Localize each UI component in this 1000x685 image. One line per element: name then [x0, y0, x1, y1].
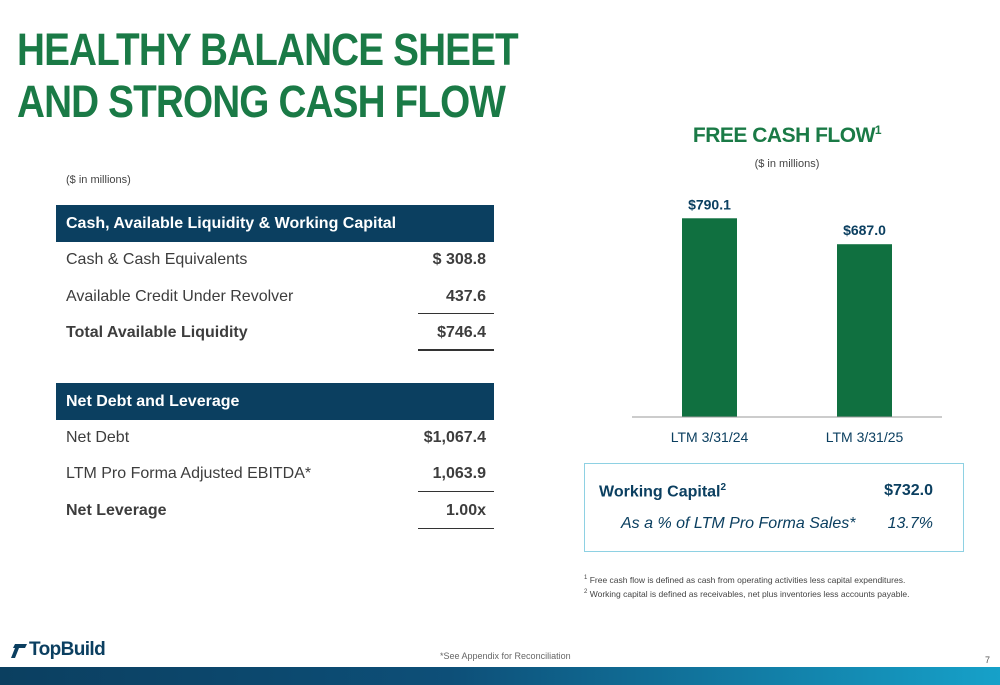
table-row: Available Credit Under Revolver 437.6 — [66, 286, 486, 308]
working-capital-label-text: Working Capital — [599, 483, 721, 501]
page-number: 7 — [984, 655, 990, 665]
row-value: 1.00x — [445, 502, 486, 519]
bar-value-label: $790.1 — [688, 196, 731, 212]
row-value: 1,063.9 — [432, 465, 486, 482]
footnote-text: Free cash flow is defined as cash from o… — [589, 574, 906, 585]
category-label: LTM 3/31/24 — [671, 429, 749, 445]
logo-mark-icon — [11, 644, 27, 658]
working-capital-box: Working Capital2 $732.0 As a % of LTM Pr… — [584, 463, 964, 552]
topbuild-logo: TopBuild — [11, 639, 106, 661]
footnote-text: Working capital is defined as receivable… — [589, 588, 910, 599]
working-capital-percent-value: 13.7% — [887, 515, 933, 532]
left-units-note: ($ in millions) — [66, 174, 131, 186]
footnote-marker: 2 — [584, 588, 588, 595]
bar-value-label: $687.0 — [843, 222, 886, 238]
row-value: $ 308.8 — [432, 251, 486, 268]
chart-title-footnote-marker: 1 — [874, 123, 882, 137]
category-label: LTM 3/31/25 — [826, 429, 904, 445]
row-label: Total Available Liquidity — [66, 324, 248, 341]
leverage-header: Net Debt and Leverage — [56, 383, 494, 420]
footer-bar — [0, 667, 1000, 685]
table-row: LTM Pro Forma Adjusted EBITDA* 1,063.9 — [66, 463, 486, 485]
table-row: Cash & Cash Equivalents $ 308.8 — [66, 249, 486, 271]
page-title-line-1: HEALTHY BALANCE SHEET — [17, 24, 519, 75]
free-cash-flow-chart: $790.1 LTM 3/31/24 $687.0 LTM 3/31/25 — [632, 196, 942, 445]
total-rule — [418, 528, 494, 529]
row-label: Net Leverage — [66, 502, 167, 519]
chart-title: FREE CASH FLOW1 — [632, 123, 942, 148]
chart-title-text: FREE CASH FLOW — [692, 124, 876, 147]
working-capital-value: $732.0 — [884, 482, 933, 499]
row-label: Available Credit Under Revolver — [66, 288, 294, 305]
total-rule — [418, 349, 494, 351]
page-title: HEALTHY BALANCE SHEET AND STRONG CASH FL… — [17, 24, 519, 128]
row-value: 437.6 — [445, 288, 486, 305]
footnote-1: 1 Free cash flow is defined as cash from… — [584, 572, 909, 586]
footnote-2: 2 Working capital is defined as receivab… — [584, 586, 909, 600]
subtotal-rule — [418, 313, 494, 314]
footnotes: 1 Free cash flow is defined as cash from… — [584, 572, 909, 600]
row-label: LTM Pro Forma Adjusted EBITDA* — [66, 465, 312, 482]
row-value: $1,067.4 — [423, 429, 486, 446]
working-capital-label: Working Capital2 — [599, 482, 726, 501]
table-row: Net Leverage 1.00x — [66, 500, 486, 522]
page-title-line-2: AND STRONG CASH FLOW — [17, 76, 506, 127]
appendix-note: *See Appendix for Reconciliation — [440, 651, 571, 661]
bar-1 — [682, 218, 737, 417]
chart-subtitle: ($ in millions) — [754, 158, 820, 170]
table-row: Net Debt $1,067.4 — [66, 427, 486, 449]
table-row: Total Available Liquidity $746.4 — [66, 322, 486, 344]
logo-text: TopBuild — [29, 639, 106, 660]
row-label: Cash & Cash Equivalents — [66, 251, 248, 268]
row-label: Net Debt — [66, 429, 130, 446]
footnote-marker: 1 — [584, 575, 588, 581]
working-capital-percent-label: As a % of LTM Pro Forma Sales* — [621, 515, 856, 532]
subtotal-rule — [418, 491, 494, 492]
bar-2 — [837, 244, 892, 417]
liquidity-header: Cash, Available Liquidity & Working Capi… — [56, 205, 494, 242]
row-value: $746.4 — [437, 324, 486, 341]
working-capital-footnote-marker: 2 — [720, 482, 727, 493]
